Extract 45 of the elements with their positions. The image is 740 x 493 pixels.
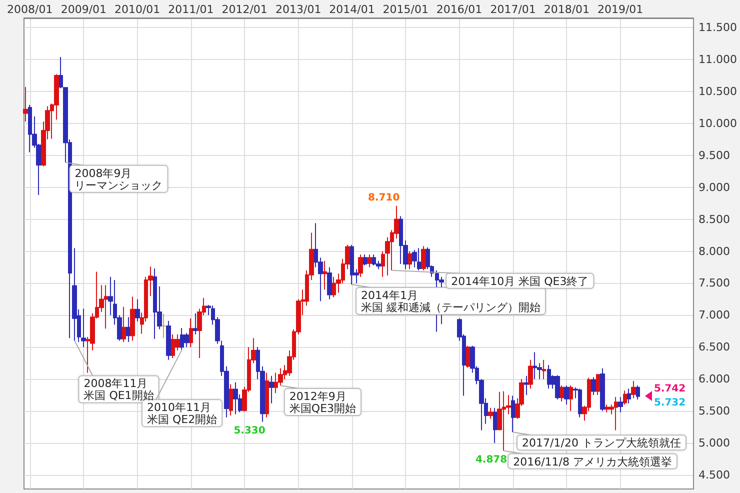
x-tick-label: 2008/01 xyxy=(7,3,53,16)
x-tick-label: 2017/01 xyxy=(490,3,536,16)
y-tick-label: 9.000 xyxy=(698,180,730,194)
x-tick-label: 2010/01 xyxy=(114,3,160,16)
annotation: 4.878 xyxy=(475,454,508,466)
annotation: 2010年11月 xyxy=(146,401,211,414)
annotation: 5.742 xyxy=(654,383,686,394)
x-tick-label: 2015/01 xyxy=(382,3,428,16)
x-tick-label: 2019/01 xyxy=(597,3,644,16)
y-tick-label: 9.500 xyxy=(698,148,730,162)
annotation: 2008年11月 xyxy=(84,377,148,390)
x-tick-label: 2018/01 xyxy=(544,3,590,16)
x-tick-label: 2016/01 xyxy=(436,3,482,16)
y-tick-label: 11.500 xyxy=(698,21,738,34)
y-tick-label: 8.000 xyxy=(698,244,730,258)
annotation: リーマンショック xyxy=(74,178,163,192)
annotation: 2014年10月 米国 QE3終了 xyxy=(451,274,589,288)
annotation: 5.330 xyxy=(234,425,266,436)
annotation: 8.710 xyxy=(368,192,400,204)
x-tick-label: 2011/01 xyxy=(168,3,214,16)
annotation: 米国QE3開始 xyxy=(289,402,356,415)
x-tick-label: 2012/01 xyxy=(222,3,268,16)
annotation: 米国 緩和逓減（テーパリング）開始 xyxy=(360,300,540,314)
annotation: 2012年9月 xyxy=(289,390,346,403)
y-tick-label: 7.500 xyxy=(698,276,730,290)
annotation: 2016/11/8 アメリカ大統領選挙 xyxy=(513,455,672,468)
annotation: 米国 QE2開始 xyxy=(146,413,218,426)
y-tick-label: 5.500 xyxy=(698,404,730,418)
y-tick-label: 8.500 xyxy=(698,212,730,226)
annotation: 5.732 xyxy=(654,397,686,408)
y-tick-label: 4.500 xyxy=(698,468,730,482)
y-tick-label: 10.500 xyxy=(698,84,738,98)
x-tick-label: 2009/01 xyxy=(60,3,107,16)
y-tick-label: 11.000 xyxy=(698,53,738,66)
annotation: 2014年1月 xyxy=(360,288,418,302)
x-tick-label: 2014/01 xyxy=(329,3,375,16)
annotation: 2008年9月 xyxy=(74,166,132,180)
x-tick-label: 2013/01 xyxy=(276,3,322,16)
y-tick-label: 6.000 xyxy=(698,372,730,386)
annotation: 2017/1/20 トランプ大統領就任 xyxy=(522,436,681,450)
y-tick-label: 10.000 xyxy=(698,116,738,130)
y-tick-label: 5.000 xyxy=(698,436,730,450)
y-tick-label: 6.500 xyxy=(698,340,730,354)
y-tick-label: 7.000 xyxy=(698,308,730,322)
annotation: 米国 QE1開始 xyxy=(84,389,154,402)
